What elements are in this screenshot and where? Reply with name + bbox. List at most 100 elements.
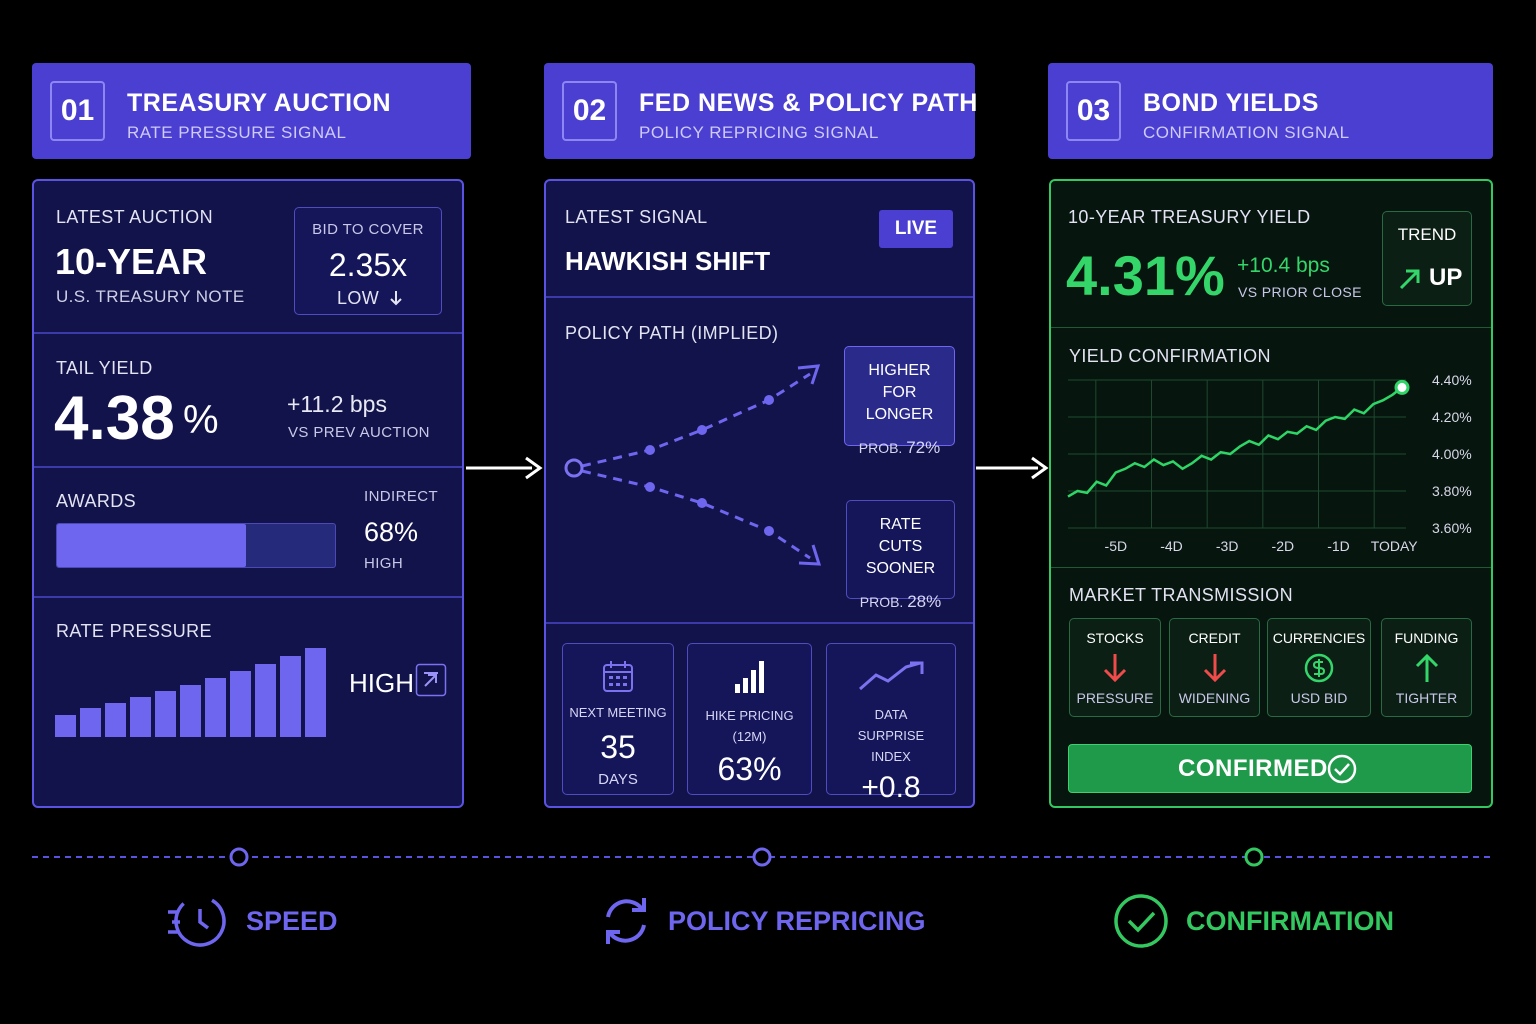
value: 10-YEAR: [55, 241, 208, 282]
panel-title: BOND YIELDS: [1143, 89, 1319, 117]
shape: [198, 909, 210, 930]
shape: [623, 683, 627, 686]
change: +10.4 bps: [1237, 254, 1330, 277]
transmission-tile: FUNDING TIGHTER: [1381, 618, 1472, 717]
x-tick-label: -2D: [1272, 538, 1295, 554]
label: LATEST AUCTION: [56, 207, 213, 227]
shape: [609, 676, 627, 686]
step-number: 02: [562, 81, 617, 141]
shape: [1312, 659, 1326, 677]
note: VS PRIOR CLOSE: [1238, 284, 1362, 300]
bar: [55, 715, 76, 737]
timeline-node: [752, 847, 772, 867]
prob-value: 72%: [906, 438, 941, 457]
arrow-head: [1031, 456, 1049, 480]
shape: [764, 395, 774, 405]
panel-subtitle: POLICY REPRICING SIGNAL: [639, 123, 879, 142]
value: 4.38: [54, 384, 175, 453]
prob-label: PROB.: [859, 594, 904, 610]
shape: [1327, 754, 1357, 784]
stat-value: 63%: [717, 751, 782, 787]
check-icon: [1327, 754, 1357, 784]
bar: [230, 671, 251, 737]
speed-icon: [168, 895, 226, 947]
refresh-icon: [606, 898, 646, 944]
shape: [415, 663, 447, 697]
scenario-name: RATE CUTS SOONER: [865, 516, 936, 577]
shape: [623, 676, 627, 679]
step-number: 03: [1066, 81, 1121, 141]
item-status: TIGHTER: [1395, 690, 1458, 706]
bar: [155, 691, 176, 737]
panel-header: 03 BOND YIELDS CONFIRMATION SIGNAL: [1048, 63, 1493, 159]
item-name: CURRENCIES: [1272, 630, 1366, 646]
shape: [632, 898, 646, 912]
note: U.S. TREASURY NOTE: [56, 287, 245, 306]
shape: [645, 445, 655, 455]
scenario-name: HIGHER FOR LONGER: [865, 362, 934, 423]
label: RATE PRESSURE: [56, 621, 212, 641]
trend: UP: [1429, 264, 1463, 291]
confirmed-banner: [1068, 744, 1472, 793]
shape: [174, 895, 226, 947]
up-icon: [415, 663, 447, 697]
divider: [546, 622, 973, 624]
shape: [1103, 654, 1127, 683]
rate-pressure-chart: [55, 648, 326, 737]
stat-tile: DATA SURPRISE INDEX +0.8: [826, 643, 956, 804]
level: HIGH: [349, 668, 414, 698]
label: LATEST SIGNAL: [565, 207, 708, 227]
shape: [1415, 653, 1438, 682]
y-tick-label: 4.20%: [1432, 409, 1472, 425]
shape: [859, 661, 921, 691]
shape: [424, 672, 438, 687]
shape: [616, 676, 620, 679]
shape: [1114, 894, 1168, 948]
policy-path-diagram: [564, 364, 822, 566]
timeline-node: [1244, 847, 1264, 867]
yield-chart: 4.40% 4.20% 4.00% 3.80% 3.60% -5D -4D -3D -2D -1D…: [1067, 372, 1472, 554]
shape: [734, 684, 740, 693]
bar: [105, 703, 126, 737]
divider: [34, 596, 462, 598]
shape: [1203, 654, 1226, 683]
probability: PROB. 72%: [859, 438, 941, 458]
x-tick-label: -4D: [1160, 538, 1183, 554]
timeline-node: [229, 847, 249, 867]
panel-subtitle: CONFIRMATION SIGNAL: [1143, 123, 1350, 142]
check-circle-icon: [1114, 894, 1168, 948]
item-name: FUNDING: [1394, 630, 1459, 646]
shape: [797, 364, 821, 385]
up-right-icon: [1399, 269, 1420, 290]
step-number: 01: [50, 81, 105, 141]
item-status: WIDENING: [1178, 690, 1251, 706]
divider: [34, 466, 462, 468]
shape: [910, 661, 924, 674]
shape: [750, 670, 756, 693]
y-tick-label: 3.80%: [1432, 483, 1472, 499]
shape: [608, 924, 646, 943]
prob-label: PROB.: [858, 440, 903, 456]
panel-subtitle: RATE PRESSURE SIGNAL: [127, 123, 347, 142]
unit: %: [183, 398, 219, 442]
line-series: [1067, 386, 1403, 498]
status: CONFIRMED: [1178, 755, 1328, 782]
panel-title: FED NEWS & POLICY PATH: [639, 89, 978, 117]
bar: [180, 685, 201, 737]
y-tick-label: 4.40%: [1432, 372, 1472, 388]
prob-value: 28%: [907, 592, 942, 611]
stat-value: 35: [600, 729, 636, 765]
bars-icon: [734, 661, 764, 693]
divider: [1051, 567, 1491, 568]
item-status: USD BID: [1290, 690, 1348, 706]
x-tick-label: TODAY: [1371, 538, 1419, 554]
trend-box: [1382, 211, 1472, 306]
item-name: CREDIT: [1188, 630, 1241, 646]
end-point: [1394, 379, 1410, 395]
footer-label: SPEED: [246, 906, 338, 936]
shape: [764, 526, 774, 536]
label: AWARDS: [56, 491, 137, 511]
shape: [609, 683, 613, 686]
panel-header: 01 TREASURY AUCTION RATE PRESSURE SIGNAL: [32, 63, 471, 159]
